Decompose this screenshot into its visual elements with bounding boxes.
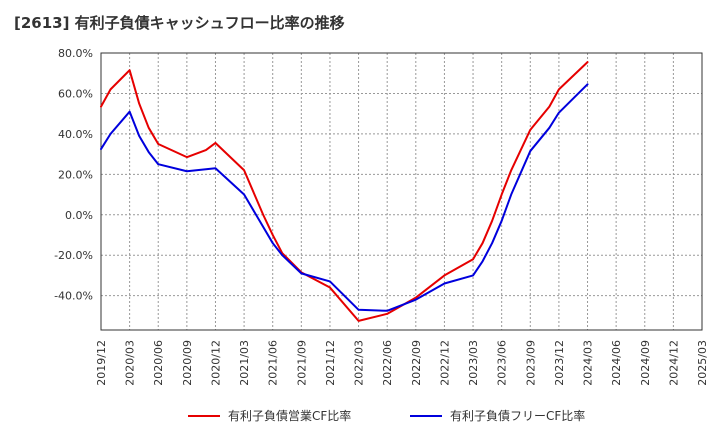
x-tick-label: 2020/03 bbox=[124, 340, 137, 386]
x-tick-label: 2025/03 bbox=[696, 340, 709, 386]
axes: 80.0% 60.0% 40.0% 20.0% 0.0% -20.0% -40.0% 2019… bbox=[54, 47, 709, 386]
x-tick-label: 2023/03 bbox=[467, 340, 480, 386]
y-tick-label: 0.0% bbox=[65, 209, 93, 222]
x-tick-label: 2020/12 bbox=[209, 340, 222, 386]
plot-frame bbox=[100, 52, 703, 331]
x-tick-label: 2021/12 bbox=[324, 340, 337, 386]
legend-label-2: 有利子負債フリーCF比率 bbox=[450, 408, 585, 423]
x-tick-label: 2022/06 bbox=[381, 340, 394, 386]
x-tick-label: 2022/09 bbox=[410, 340, 423, 386]
series-group bbox=[100, 61, 589, 322]
x-tick-label: 2019/12 bbox=[95, 340, 108, 386]
chart-title: [2613] 有利子負債キャッシュフロー比率の推移 bbox=[14, 14, 345, 32]
series-line-2 bbox=[100, 83, 589, 312]
y-tick-label: 40.0% bbox=[58, 128, 93, 141]
x-tick-label: 2023/09 bbox=[524, 340, 537, 386]
x-tick-label: 2022/03 bbox=[353, 340, 366, 386]
y-tick-label: 80.0% bbox=[58, 47, 93, 60]
legend-label-1: 有利子負債営業CF比率 bbox=[228, 408, 351, 423]
y-tick-label: 20.0% bbox=[58, 168, 93, 181]
x-tick-label: 2024/06 bbox=[610, 340, 623, 386]
grid bbox=[100, 52, 703, 330]
x-tick-label: 2021/03 bbox=[238, 340, 251, 386]
y-tick-label: -20.0% bbox=[54, 249, 93, 262]
x-tick-label: 2023/06 bbox=[496, 340, 509, 386]
series-line-1 bbox=[100, 61, 589, 322]
x-tick-label: 2024/03 bbox=[582, 340, 595, 386]
x-tick-label: 2023/12 bbox=[553, 340, 566, 386]
x-tick-label: 2022/12 bbox=[438, 340, 451, 386]
x-tick-label: 2020/06 bbox=[152, 340, 165, 386]
x-tick-label: 2021/09 bbox=[295, 340, 308, 386]
x-tick-label: 2024/09 bbox=[639, 340, 652, 386]
x-tick-label: 2021/06 bbox=[267, 340, 280, 386]
x-tick-label: 2020/09 bbox=[181, 340, 194, 386]
legend: 有利子負債営業CF比率 有利子負債フリーCF比率 bbox=[188, 408, 585, 423]
y-tick-label: 60.0% bbox=[58, 87, 93, 100]
y-tick-label: -40.0% bbox=[54, 290, 93, 303]
x-tick-label: 2024/12 bbox=[667, 340, 680, 386]
